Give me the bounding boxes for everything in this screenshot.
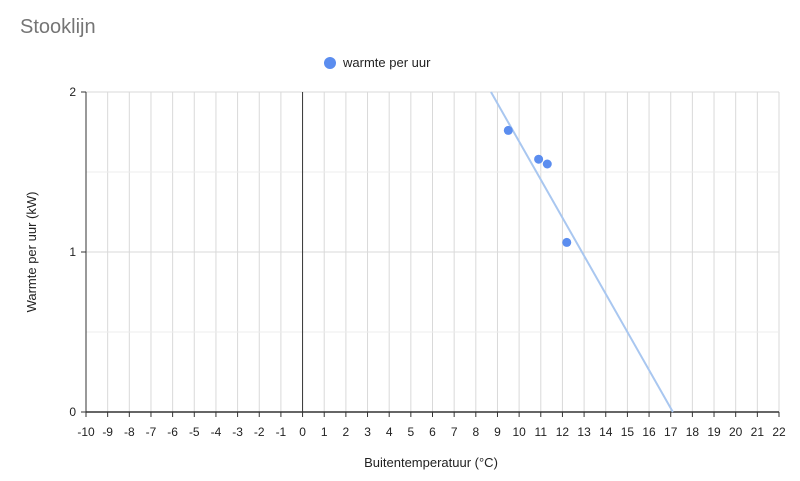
data-point[interactable] [534, 154, 544, 164]
x-tick-label: 10 [512, 425, 526, 439]
x-tick-label: 4 [386, 425, 393, 439]
trendline-layer [490, 91, 674, 413]
x-tick-label: 0 [299, 425, 306, 439]
x-tick-label: -8 [124, 425, 135, 439]
x-tick-label: 14 [599, 425, 613, 439]
x-tick-label: 20 [729, 425, 743, 439]
legend-label: warmte per uur [342, 55, 431, 70]
x-tick-label: -1 [276, 425, 287, 439]
x-tick-label: 16 [642, 425, 656, 439]
trendline [490, 91, 674, 413]
axes [81, 91, 780, 417]
x-tick-label: 6 [429, 425, 436, 439]
x-tick-label: -6 [167, 425, 178, 439]
data-point[interactable] [503, 125, 513, 135]
x-tick-label: 13 [577, 425, 591, 439]
x-tick-label: -3 [232, 425, 243, 439]
x-tick-label: 7 [451, 425, 458, 439]
data-point[interactable] [562, 237, 572, 247]
x-tick-label: 22 [772, 425, 786, 439]
x-tick-label: 19 [707, 425, 721, 439]
x-tick-label: -4 [211, 425, 222, 439]
y-axis-title: Warmte per uur (kW) [24, 192, 39, 313]
grid-lines [85, 91, 780, 412]
x-tick-label: 15 [621, 425, 635, 439]
x-tick-label: -10 [77, 425, 95, 439]
x-tick-label: 18 [686, 425, 700, 439]
y-tick-label: 1 [69, 245, 76, 259]
y-tick-label: 2 [69, 85, 76, 99]
x-tick-label: -5 [189, 425, 200, 439]
x-axis-title: Buitentemperatuur (°C) [364, 455, 498, 470]
x-tick-label: 17 [664, 425, 678, 439]
x-tick-label: -9 [102, 425, 113, 439]
x-tick-label: 9 [494, 425, 501, 439]
x-tick-label: 2 [343, 425, 350, 439]
x-tick-label: 1 [321, 425, 328, 439]
y-tick-label: 0 [69, 405, 76, 419]
x-tick-label: 8 [472, 425, 479, 439]
legend-marker-icon [324, 57, 336, 69]
tick-labels: -10 -9 -8 -7 -6 -5 -4 -3 -2 -1 0 1 2 3 4 5 6 7 8 9 10 11 12 13 1… [69, 85, 786, 439]
x-tick-label: 11 [535, 425, 548, 439]
data-point[interactable] [542, 159, 552, 169]
x-tick-label: 12 [556, 425, 570, 439]
chart-title: Stooklijn [20, 16, 96, 38]
x-tick-label: 3 [364, 425, 371, 439]
x-tick-label: -2 [254, 425, 265, 439]
x-tick-label: 21 [751, 425, 765, 439]
data-points [503, 125, 572, 247]
x-tick-label: 5 [408, 425, 415, 439]
x-tick-label: -7 [146, 425, 157, 439]
legend: warmte per uur [324, 55, 431, 70]
